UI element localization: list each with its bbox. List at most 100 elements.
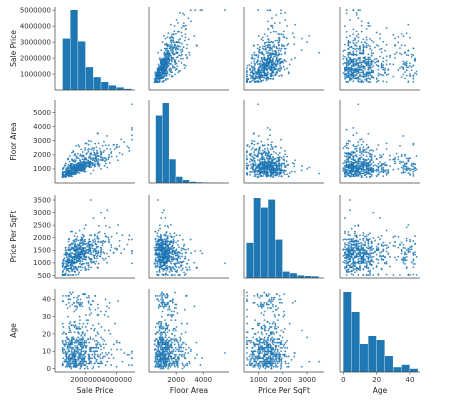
scatter-point (352, 173, 355, 176)
scatter-point (61, 263, 64, 265)
scatter-point (379, 73, 381, 76)
scatter-point (350, 227, 353, 230)
scatter-point (261, 171, 264, 174)
histogram-bar-sale-price (116, 87, 124, 90)
scatter-point (344, 164, 346, 167)
scatter-point (344, 259, 346, 262)
scatter-point (62, 269, 64, 272)
scatter-point (290, 58, 293, 61)
scatter-point (270, 75, 272, 78)
scatter-point (263, 151, 265, 154)
scatter-point (380, 170, 383, 173)
scatter-point (372, 65, 375, 67)
scatter-point (177, 274, 180, 276)
scatter-point (158, 240, 161, 243)
scatter-point (176, 271, 178, 273)
scatter-point (380, 156, 383, 159)
scatter-point (172, 56, 175, 59)
scatter-point (273, 44, 276, 46)
scatter-point (163, 61, 166, 64)
scatter-point (405, 157, 408, 160)
scatter-point (170, 262, 173, 265)
histogram-bar-price-per-sqft (297, 275, 305, 278)
scatter-point (352, 237, 355, 240)
scatter-point (415, 256, 418, 258)
scatter-point (167, 244, 169, 246)
scatter-point (85, 156, 87, 159)
scatter-point (278, 33, 281, 36)
scatter-point (407, 157, 410, 160)
scatter-point (405, 259, 408, 262)
scatter-point (175, 19, 178, 21)
scatter-point (402, 67, 405, 70)
scatter-point (162, 247, 165, 249)
scatter-point (382, 66, 385, 69)
scatter-point (365, 143, 368, 146)
scatter-point (81, 151, 84, 153)
scatter-point (68, 270, 71, 273)
scatter-point (178, 255, 181, 258)
scatter-point (347, 166, 350, 169)
scatter-point (84, 162, 87, 165)
scatter-point (287, 175, 290, 178)
scatter-point (362, 244, 365, 246)
scatter-point (354, 154, 356, 157)
scatter-point (283, 169, 286, 172)
scatter-point (87, 242, 90, 245)
scatter-point (359, 269, 361, 272)
scatter-point (187, 17, 190, 20)
scatter-point (261, 64, 264, 67)
scatter-point (359, 49, 361, 51)
scatter-point (344, 43, 346, 46)
scatter-point (186, 47, 188, 50)
scatter-point (269, 60, 272, 63)
scatter-point (409, 65, 411, 67)
scatter-point (74, 253, 77, 255)
scatter-point (370, 153, 373, 156)
scatter-point (285, 37, 288, 40)
scatter-point (372, 165, 375, 168)
scatter-point (169, 70, 172, 73)
scatter-point (84, 238, 86, 241)
scatter-point (84, 149, 87, 151)
scatter-point (345, 12, 348, 15)
scatter-point (359, 168, 361, 170)
scatter-point (284, 150, 286, 152)
scatter-point (262, 158, 265, 161)
scatter-point (253, 60, 256, 63)
scatter-point (175, 52, 178, 54)
scatter-point (264, 67, 266, 70)
scatter-point (181, 50, 184, 52)
scatter-point (165, 68, 168, 71)
scatter-point (410, 55, 413, 58)
scatter-point (87, 266, 90, 269)
scatter-point (257, 9, 260, 12)
scatter-point (256, 155, 259, 158)
scatter-point (412, 77, 415, 80)
scatter-point (342, 58, 345, 60)
scatter-point (404, 61, 406, 64)
scatter-point (360, 165, 363, 168)
scatter-point (264, 171, 266, 174)
scatter-point (375, 31, 378, 34)
scatter-point (394, 53, 396, 55)
scatter-point (89, 258, 92, 261)
scatter-point (375, 158, 378, 160)
scatter-point (110, 151, 113, 153)
scatter-point (164, 70, 166, 73)
scatter-point (171, 44, 174, 46)
scatter-point (87, 251, 90, 253)
scatter-point (344, 175, 346, 178)
scatter-point (379, 55, 381, 58)
scatter-point (265, 175, 268, 177)
scatter-point (258, 149, 261, 152)
scatter-point (171, 71, 174, 74)
scatter-point (405, 32, 408, 35)
scatter-point (355, 261, 358, 264)
scatter-point (81, 169, 84, 172)
scatter-point (113, 148, 116, 150)
scatter-point (272, 151, 275, 153)
scatter-point (115, 232, 118, 235)
scatter-point (170, 68, 173, 71)
